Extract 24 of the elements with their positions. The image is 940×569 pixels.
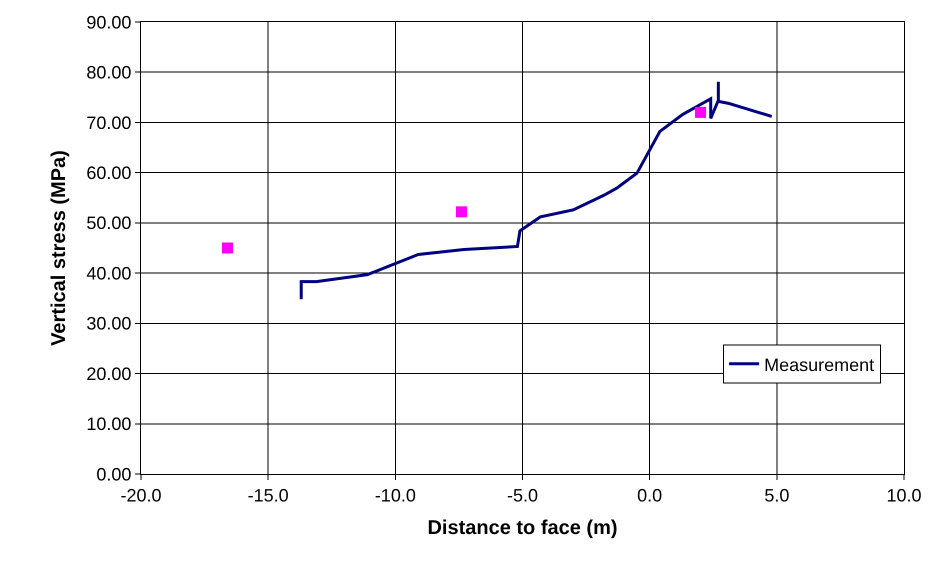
x-tick-label: 5.0	[764, 486, 790, 506]
y-tick-label: 10.00	[86, 414, 132, 434]
y-tick-label: 50.00	[86, 213, 132, 234]
point	[695, 106, 706, 118]
x-tick-label: -15.0	[248, 486, 289, 506]
line-series	[300, 80, 774, 301]
y-tick-label: 40.00	[86, 263, 132, 284]
y-tick-label: 60.00	[86, 162, 132, 183]
x-tick-label: -5.0	[506, 486, 538, 506]
point	[222, 242, 233, 254]
legend-label: Measurement	[764, 354, 874, 375]
y-tick-label: 90.00	[86, 12, 132, 32]
point	[456, 206, 467, 218]
y-tick-label: 20.00	[86, 364, 132, 384]
y-axis-title: Vertical stress (MPa)	[48, 150, 70, 346]
x-tick-label: -20.0	[120, 486, 162, 506]
x-tick-label: -10.0	[374, 486, 416, 506]
x-tick-label: 10.0	[886, 486, 922, 506]
y-tick-label: 30.00	[86, 314, 132, 334]
y-tick-label: 80.00	[86, 62, 132, 83]
x-tick-label: 0.0	[637, 486, 662, 506]
y-tick-label: 0.00	[96, 464, 132, 484]
y-tick-label: 70.00	[86, 112, 132, 133]
x-axis-title: Distance to face (m)	[427, 517, 618, 540]
